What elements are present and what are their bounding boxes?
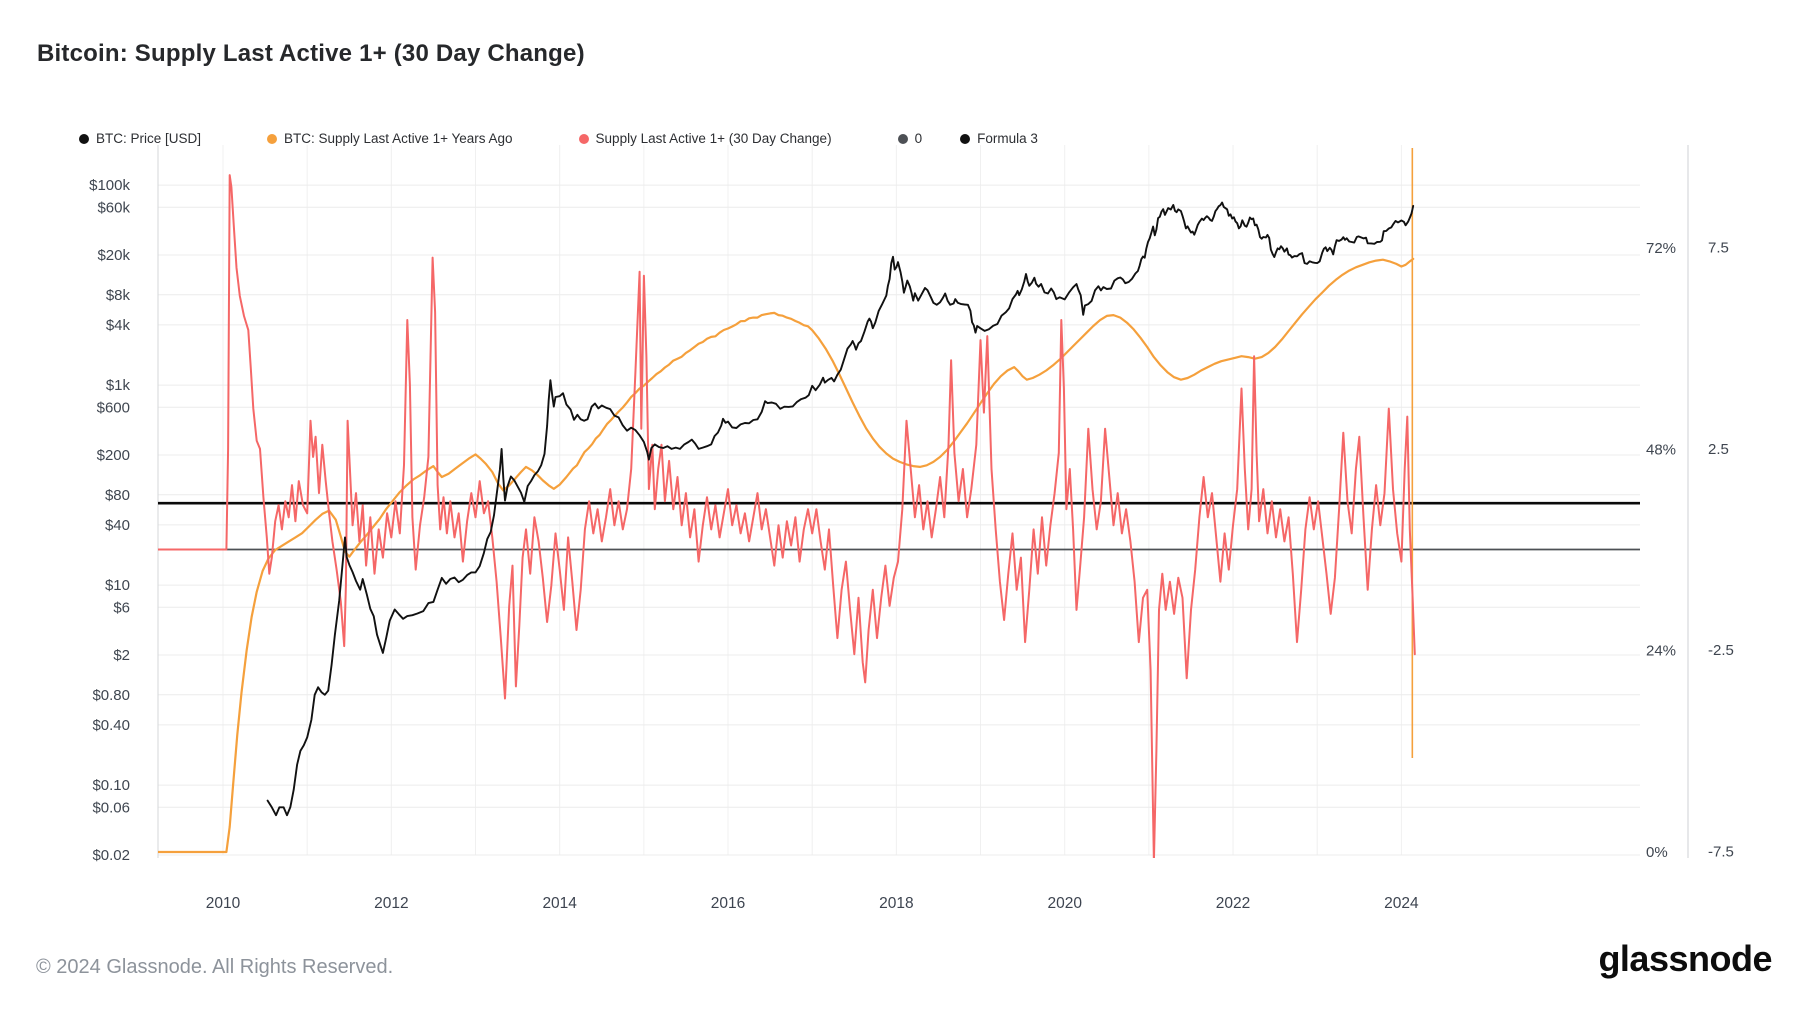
change-tick-label: 2.5 [1708,441,1729,458]
x-axis: 2010 2012 2014 2016 2018 2020 2022 2024 [206,895,1419,912]
price-tick-label: $0.06 [92,799,130,816]
year-tick-label: 2018 [879,895,913,912]
legend-label: BTC: Supply Last Active 1+ Years Ago [284,131,513,146]
y-axis-change: 7.5 2.5 -2.5 -7.5 [1708,240,1734,861]
legend-dot-icon [897,133,908,144]
price-tick-label: $60k [97,199,130,216]
year-tick-label: 2022 [1216,895,1250,912]
legend-label: Supply Last Active 1+ (30 Day Change) [595,131,832,146]
legend-item-1[interactable]: BTC: Supply Last Active 1+ Years Ago [267,131,513,146]
plot-area[interactable] [158,145,1640,855]
btc-price-line [266,201,1415,817]
price-tick-label: $10 [105,577,130,594]
legend-item-0[interactable]: BTC: Price [USD] [79,131,201,146]
legend-dot-icon [578,133,589,144]
change-tick-label: -7.5 [1708,843,1734,860]
percent-tick-label: 48% [1646,441,1676,458]
price-tick-label: $2 [113,647,130,664]
price-tick-label: $8k [106,287,131,304]
change-tick-label: -2.5 [1708,642,1734,659]
price-tick-label: $6 [113,599,130,616]
price-tick-label: $40 [105,517,130,534]
year-tick-label: 2012 [374,895,408,912]
glassnode-logo: glassnode [1598,938,1772,979]
price-tick-label: $1k [106,377,131,394]
legend-label: Formula 3 [977,131,1038,146]
y-axis-percent: 72% 48% 24% 0% [1646,240,1676,861]
legend-item-2[interactable]: Supply Last Active 1+ (30 Day Change) [578,131,832,146]
supply-last-active-line [158,257,1415,854]
year-tick-label: 2010 [206,895,241,912]
page-title: Bitcoin: Supply Last Active 1+ (30 Day C… [37,40,585,67]
y-axis-price: $100k $60k $20k $8k $4k $1k $600 $200 $80 $40 $10 $… [89,177,130,864]
price-tick-label: $600 [97,399,130,416]
copyright-text: © 2024 Glassnode. All Rights Reserved. [36,956,394,978]
legend-dot-icon [267,133,278,144]
legend-item-3[interactable]: 0 [897,131,923,146]
horizontal-gridlines [158,184,1640,856]
price-tick-label: $20k [97,247,130,264]
price-tick-label: $0.10 [92,777,130,794]
legend-dot-icon [79,133,89,144]
year-tick-label: 2016 [711,895,745,912]
year-tick-label: 2014 [542,895,577,912]
percent-tick-label: 24% [1646,643,1676,660]
change-tick-label: 7.5 [1708,240,1729,257]
price-tick-label: $80 [105,487,130,504]
price-tick-label: $4k [106,317,131,334]
percent-tick-label: 0% [1646,844,1668,861]
chart-legend: BTC: Price [USD] BTC: Supply Last Active … [79,131,1104,146]
supply-30d-change-line [158,174,1416,858]
year-tick-label: 2020 [1047,895,1082,912]
price-tick-label: $200 [97,447,130,464]
legend-label: 0 [914,131,923,146]
percent-tick-label: 72% [1646,240,1676,257]
price-tick-label: $100k [89,177,130,194]
price-tick-label: $0.40 [92,717,130,734]
legend-dot-icon [960,133,971,144]
price-tick-label: $0.80 [92,687,130,704]
year-tick-label: 2024 [1384,895,1419,912]
price-tick-label: $0.02 [92,847,130,864]
series-group [158,148,1640,858]
legend-label: BTC: Price [USD] [96,131,202,146]
legend-item-4[interactable]: Formula 3 [960,131,1038,146]
